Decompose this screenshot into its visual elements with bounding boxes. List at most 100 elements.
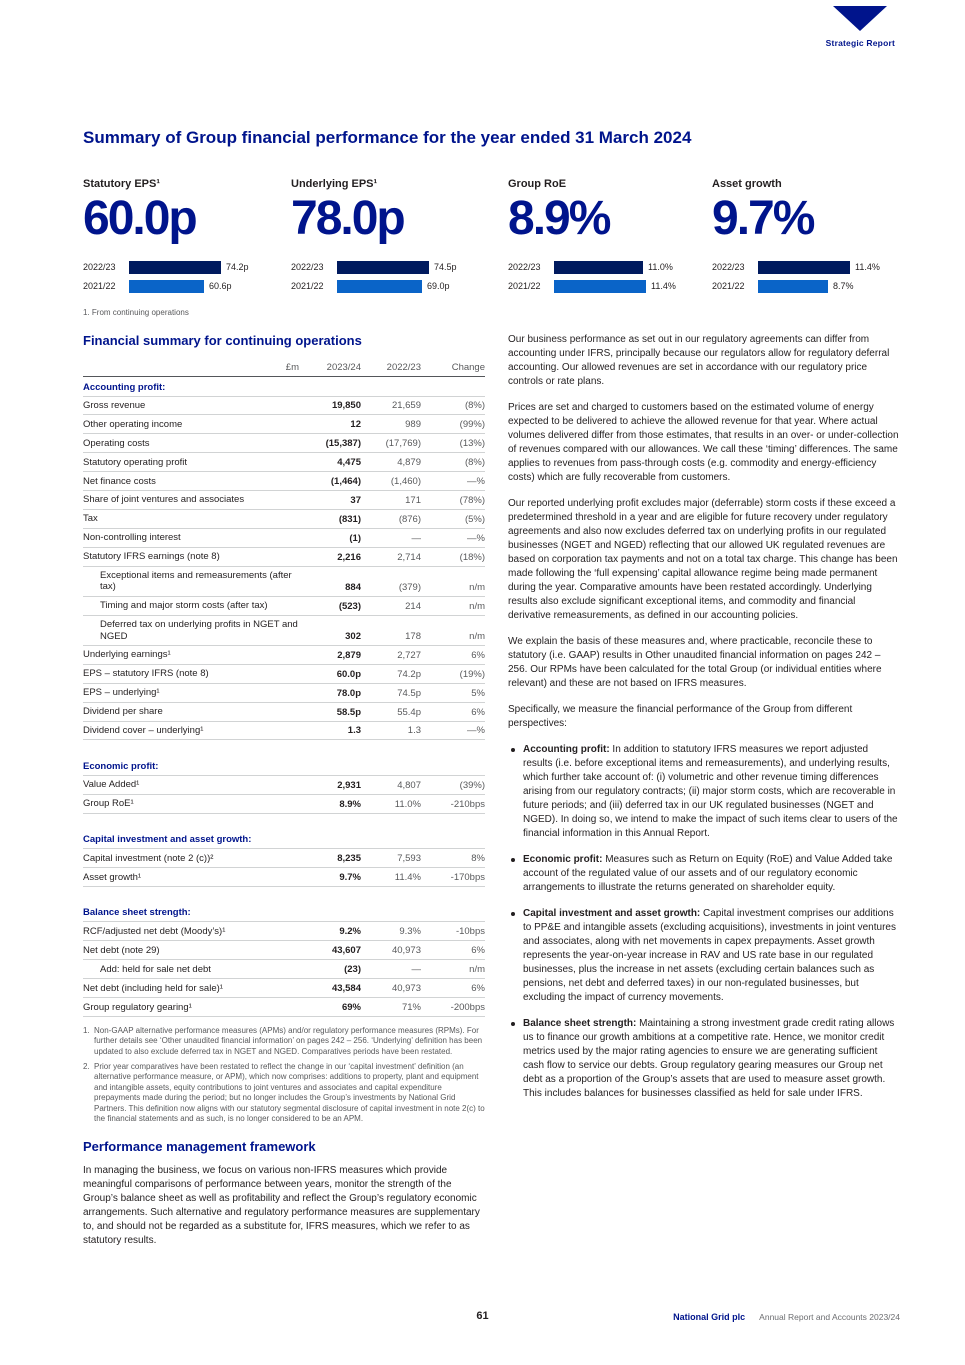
footer-report-title: Annual Report and Accounts 2023/24 bbox=[759, 1312, 900, 1322]
table-footnote: 2. Prior year comparatives have been rest… bbox=[83, 1062, 485, 1125]
kpi-bar-value-label: 11.4% bbox=[651, 281, 676, 291]
body-paragraph: Our reported underlying profit excludes … bbox=[508, 498, 898, 621]
kpi-bar-year-label: 2022/23 bbox=[712, 262, 745, 272]
footnote-number: 1. bbox=[83, 1025, 90, 1035]
kpi-bar-value-label: 69.0p bbox=[427, 281, 450, 291]
kpi-block: Asset growth 9.7% 2022/23 11.4% 2021/22 8.7% bbox=[712, 178, 900, 298]
footer-right: National Grid plc Annual Report and Acco… bbox=[673, 1312, 900, 1322]
kpi-bar-year-label: 2022/23 bbox=[291, 262, 324, 272]
kpi-bar-row: 2022/23 74.2p bbox=[83, 260, 291, 274]
kpi-bar bbox=[758, 260, 850, 274]
table-row: Dividend per share 58.5p 55.4p 6% bbox=[83, 702, 485, 722]
section-label: Strategic Report bbox=[825, 38, 895, 48]
table-row: Tax (831) (876) (5%) bbox=[83, 509, 485, 529]
footnote-number: 2. bbox=[83, 1061, 90, 1071]
kpi-label: Statutory EPS¹ bbox=[83, 178, 161, 190]
kpi-bar-value-label: 74.5p bbox=[434, 262, 457, 272]
table-row: EPS – statutory IFRS (note 8) 60.0p 74.2p(… bbox=[83, 664, 485, 684]
kpi-block: Group RoE 8.9% 2022/23 11.0% 2021/22 11.4% bbox=[508, 178, 712, 298]
kpi-bar-value-label: 60.6p bbox=[209, 281, 232, 291]
bullet-text: Capital investment and asset growth: Cap… bbox=[523, 908, 896, 1003]
bullet-dot-icon bbox=[511, 748, 515, 752]
table-row: Net debt (including held for sale)¹ 43,58… bbox=[83, 978, 485, 999]
table-row: Statutory operating profit 4,475 4,879 (8%) bbox=[83, 452, 485, 473]
bullet-dot-icon bbox=[511, 858, 515, 862]
bullet-item: Accounting profit: In addition to statut… bbox=[508, 743, 900, 841]
table-row: Group RoE¹ 8.9% 11.0% -210bps bbox=[83, 794, 485, 814]
table-spacer-row bbox=[83, 813, 485, 829]
body-paragraph: Our business performance as set out in o… bbox=[508, 334, 890, 387]
financial-summary-heading: Financial summary for continuing operati… bbox=[83, 333, 362, 348]
kpi-block: Statutory EPS¹ 60.0p 2022/23 74.2p 2021/22 60… bbox=[83, 178, 291, 298]
performance-framework-body: In managing the business, we focus on va… bbox=[83, 1164, 480, 1246]
kpi-bar-row: 2022/23 11.0% bbox=[508, 260, 712, 274]
page-number: 61 bbox=[476, 1310, 489, 1322]
table-spacer-row bbox=[83, 886, 485, 902]
kpi-bar-row: 2021/22 60.6p bbox=[83, 279, 291, 293]
kpi-bar-year-label: 2022/23 bbox=[508, 262, 541, 272]
table-row: Non-controlling interest (1) — —% bbox=[83, 528, 485, 548]
bullet-dot-icon bbox=[511, 1022, 515, 1026]
table-section-row: Accounting profit: bbox=[83, 376, 485, 397]
bullet-item: Economic profit: Measures such as Return… bbox=[508, 853, 900, 895]
kpi-bar-year-label: 2022/23 bbox=[83, 262, 116, 272]
kpi-bar-row: 2021/22 8.7% bbox=[712, 279, 900, 293]
kpi-label: Group RoE bbox=[508, 178, 567, 190]
table-row: Other operating income 12 989 (99%) bbox=[83, 414, 485, 435]
bullet-text: Balance sheet strength: Maintaining a st… bbox=[523, 1018, 895, 1099]
kpi-bar bbox=[554, 279, 646, 293]
table-body: Accounting profit: Gross revenue 19,850 21,… bbox=[83, 376, 485, 1017]
table-row: Statutory IFRS earnings (note 8) 2,216 2,7… bbox=[83, 547, 485, 567]
table-row: Net debt (note 29) 43,607 40,973 6% bbox=[83, 940, 485, 961]
kpi-value: 8.9% bbox=[508, 192, 611, 245]
page-footer: 61 National Grid plc Annual Report and A… bbox=[0, 1310, 965, 1340]
table-row: Group regulatory gearing¹ 69% 71% -200bps bbox=[83, 997, 485, 1017]
kpi-bar-row: 2021/22 11.4% bbox=[508, 279, 712, 293]
table-row: Exceptional items and remeasurements (af… bbox=[83, 566, 485, 597]
kpi-bar bbox=[554, 260, 643, 274]
kpi-bar bbox=[129, 279, 204, 293]
kpi-value: 60.0p bbox=[83, 192, 198, 245]
page-content: Summary of Group financial performance f… bbox=[83, 128, 900, 1248]
footnote-text: Prior year comparatives have been restat… bbox=[94, 1061, 485, 1124]
column-header-unit: £m bbox=[83, 358, 299, 377]
performance-framework-heading: Performance management framework bbox=[83, 1138, 316, 1154]
column-header-current-year: 2023/24 bbox=[299, 358, 361, 377]
table-row: Dividend cover – underlying¹ 1.3 1.3 —% bbox=[83, 721, 485, 741]
kpi-row: Statutory EPS¹ 60.0p 2022/23 74.2p 2021/22 60… bbox=[83, 178, 900, 298]
table-row: Timing and major storm costs (after tax)… bbox=[83, 596, 485, 616]
table-row: Operating costs (15,387) (17,769) (13%) bbox=[83, 433, 485, 454]
kpi-bar-value-label: 11.0% bbox=[648, 262, 673, 272]
table-row: EPS – underlying¹ 78.0p 74.5p 5% bbox=[83, 683, 485, 703]
kpi-bar-year-label: 2021/22 bbox=[83, 281, 116, 291]
page-title: Summary of Group financial performance f… bbox=[83, 128, 692, 147]
right-column: Our business performance as set out in o… bbox=[508, 333, 900, 1248]
table-row: Net finance costs (1,464) (1,460) —% bbox=[83, 471, 485, 491]
table-row: Share of joint ventures and associates 37… bbox=[83, 490, 485, 510]
kpi-value: 78.0p bbox=[291, 192, 406, 245]
bullet-lead: Accounting profit: bbox=[523, 744, 610, 755]
kpi-bar bbox=[758, 279, 828, 293]
bullet-item: Capital investment and asset growth: Cap… bbox=[508, 907, 900, 1005]
kpi-bar-row: 2021/22 69.0p bbox=[291, 279, 508, 293]
kpi-bar bbox=[337, 279, 422, 293]
table-spacer-row bbox=[83, 740, 485, 756]
kpi-bar-year-label: 2021/22 bbox=[291, 281, 324, 291]
kpi-footnote: 1. From continuing operations bbox=[83, 308, 189, 317]
table-section-row: Capital investment and asset growth: bbox=[83, 829, 485, 850]
footer-company: National Grid plc bbox=[673, 1312, 746, 1322]
bullet-dot-icon bbox=[511, 912, 515, 916]
kpi-label: Asset growth bbox=[712, 178, 782, 190]
table-footnote: 1. Non-GAAP alternative performance measu… bbox=[83, 1026, 485, 1058]
strategic-report-triangle-icon bbox=[833, 6, 888, 31]
table-section-row: Economic profit: bbox=[83, 755, 485, 776]
kpi-value: 9.7% bbox=[712, 192, 815, 245]
kpi-label: Underlying EPS¹ bbox=[291, 178, 378, 190]
bullet-lead: Capital investment and asset growth: bbox=[523, 908, 701, 919]
table-row: Underlying earnings¹ 2,879 2,727 6% bbox=[83, 645, 485, 665]
table-row: RCF/adjusted net debt (Moody’s)¹ 9.2% 9.3%… bbox=[83, 921, 485, 942]
kpi-block: Underlying EPS¹ 78.0p 2022/23 74.5p 2021/22 6… bbox=[291, 178, 508, 298]
kpi-bar-row: 2022/23 11.4% bbox=[712, 260, 900, 274]
table-header-row: £m 2023/24 2022/23 Change bbox=[83, 358, 485, 377]
kpi-bar bbox=[337, 260, 429, 274]
